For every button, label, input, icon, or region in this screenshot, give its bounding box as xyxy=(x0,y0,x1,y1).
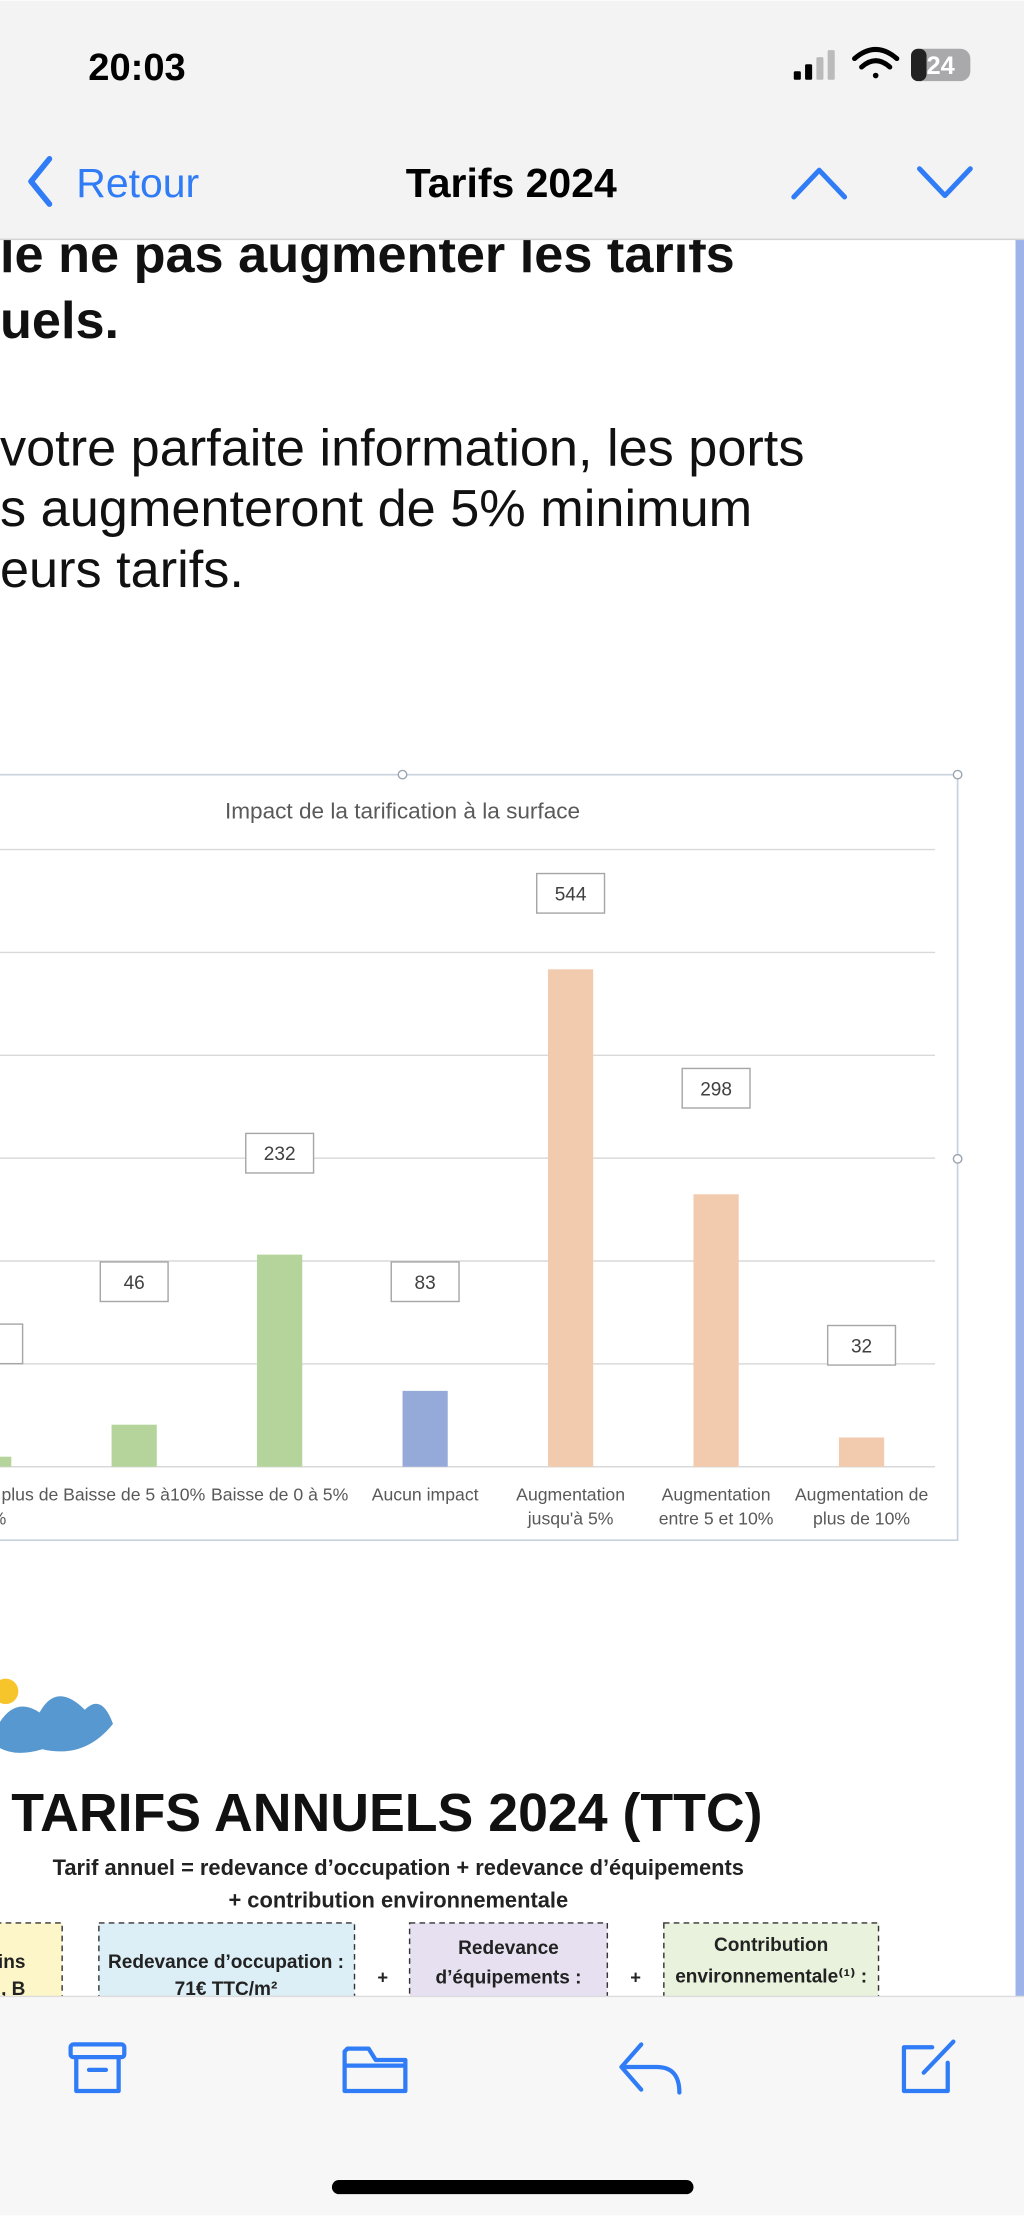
data-label: 46 xyxy=(124,1273,145,1294)
logo xyxy=(0,1696,113,1753)
data-label-box xyxy=(99,1261,169,1303)
reply-button[interactable] xyxy=(619,2042,682,2095)
bar xyxy=(402,1390,448,1467)
doc-box xyxy=(663,1922,880,2009)
data-label-box xyxy=(390,1261,460,1303)
resize-handle xyxy=(952,1153,963,1164)
prev-message[interactable] xyxy=(791,167,848,200)
data-label-box xyxy=(826,1324,897,1366)
body-line: eurs tarifs. xyxy=(0,541,244,599)
data-label: 83 xyxy=(415,1273,436,1294)
home-indicator xyxy=(331,2180,694,2195)
resize-handle xyxy=(397,769,408,780)
doc-box xyxy=(408,1922,609,2009)
status-time: 20:03 xyxy=(88,46,186,89)
chart-title: Impact de la tarification à la surface xyxy=(225,798,580,823)
doc-box-text: Redevance d’occupation :71€ TTC/m² xyxy=(108,1952,344,2000)
plus-sign: + xyxy=(377,1967,388,1988)
x-tick-label: Augmentation entre 5 et 10% xyxy=(659,1485,774,1529)
bar xyxy=(257,1254,303,1467)
doc-box-text: Redevance d’équipements : xyxy=(435,1938,581,1989)
battery-level xyxy=(911,48,927,82)
data-label: 32 xyxy=(851,1336,872,1357)
formula-line: Tarif annuel = redevance d’occupation + … xyxy=(53,1855,744,1880)
nav-title: Tarifs 2024 xyxy=(406,160,617,206)
x-tick-label: Augmentation jusqu'à 5% xyxy=(516,1485,625,1529)
battery-text: 24 xyxy=(927,52,955,80)
bar xyxy=(0,1456,12,1467)
data-label-box xyxy=(681,1067,751,1109)
doc-title: TARIFS ANNUELS 2024 (TTC) xyxy=(11,1783,762,1843)
archive-button[interactable] xyxy=(68,2042,127,2094)
email-body: le ne pas augmenter les tarifs uels. vot… xyxy=(0,226,804,599)
body-line: votre parfaite information, les ports xyxy=(0,419,804,477)
x-tick-label: Baisse de 5 à10% xyxy=(63,1485,206,1505)
next-message[interactable] xyxy=(917,166,973,199)
scroll-accent xyxy=(1015,237,1024,1997)
wifi-icon xyxy=(852,46,900,79)
x-tick-label: Baisse de 0 à 5% xyxy=(211,1485,349,1505)
bar xyxy=(548,969,594,1467)
signal-icon xyxy=(793,50,835,80)
x-tick-label: Aucun impact xyxy=(372,1485,479,1505)
data-label: 544 xyxy=(555,884,587,905)
back-button[interactable]: Retour xyxy=(28,156,199,207)
plus-sign: + xyxy=(630,1967,641,1988)
compose-button[interactable] xyxy=(901,2039,956,2094)
body-line: s augmenteront de 5% minimum xyxy=(0,480,752,538)
back-label[interactable]: Retour xyxy=(76,160,199,206)
doc-box-text: sins, B xyxy=(0,1952,25,2000)
data-label: 298 xyxy=(700,1079,732,1100)
data-label: 232 xyxy=(264,1144,296,1165)
formula-line: + contribution environnementale xyxy=(228,1887,568,1912)
bold-line: uels. xyxy=(0,292,119,350)
top-bar xyxy=(0,0,1024,240)
data-label-box xyxy=(536,872,606,914)
logo-sun xyxy=(0,1678,19,1705)
data-label-box xyxy=(245,1132,315,1174)
bar xyxy=(111,1424,157,1467)
doc-box-text: Contribution environnementale⁽¹⁾ : xyxy=(675,1935,867,1987)
toolbar xyxy=(0,1996,1024,2216)
bar xyxy=(838,1437,885,1467)
back-chevron[interactable] xyxy=(28,156,53,207)
move-button[interactable] xyxy=(342,2046,408,2094)
data-label-box xyxy=(0,1323,24,1365)
x-tick-label: Augmentation de plus de 10% xyxy=(795,1485,929,1529)
bar xyxy=(693,1194,739,1467)
tariff-document: TARIFS ANNUELS 2024 (TTC) Tarif annuel =… xyxy=(0,1678,880,2009)
resize-handle xyxy=(952,769,963,780)
